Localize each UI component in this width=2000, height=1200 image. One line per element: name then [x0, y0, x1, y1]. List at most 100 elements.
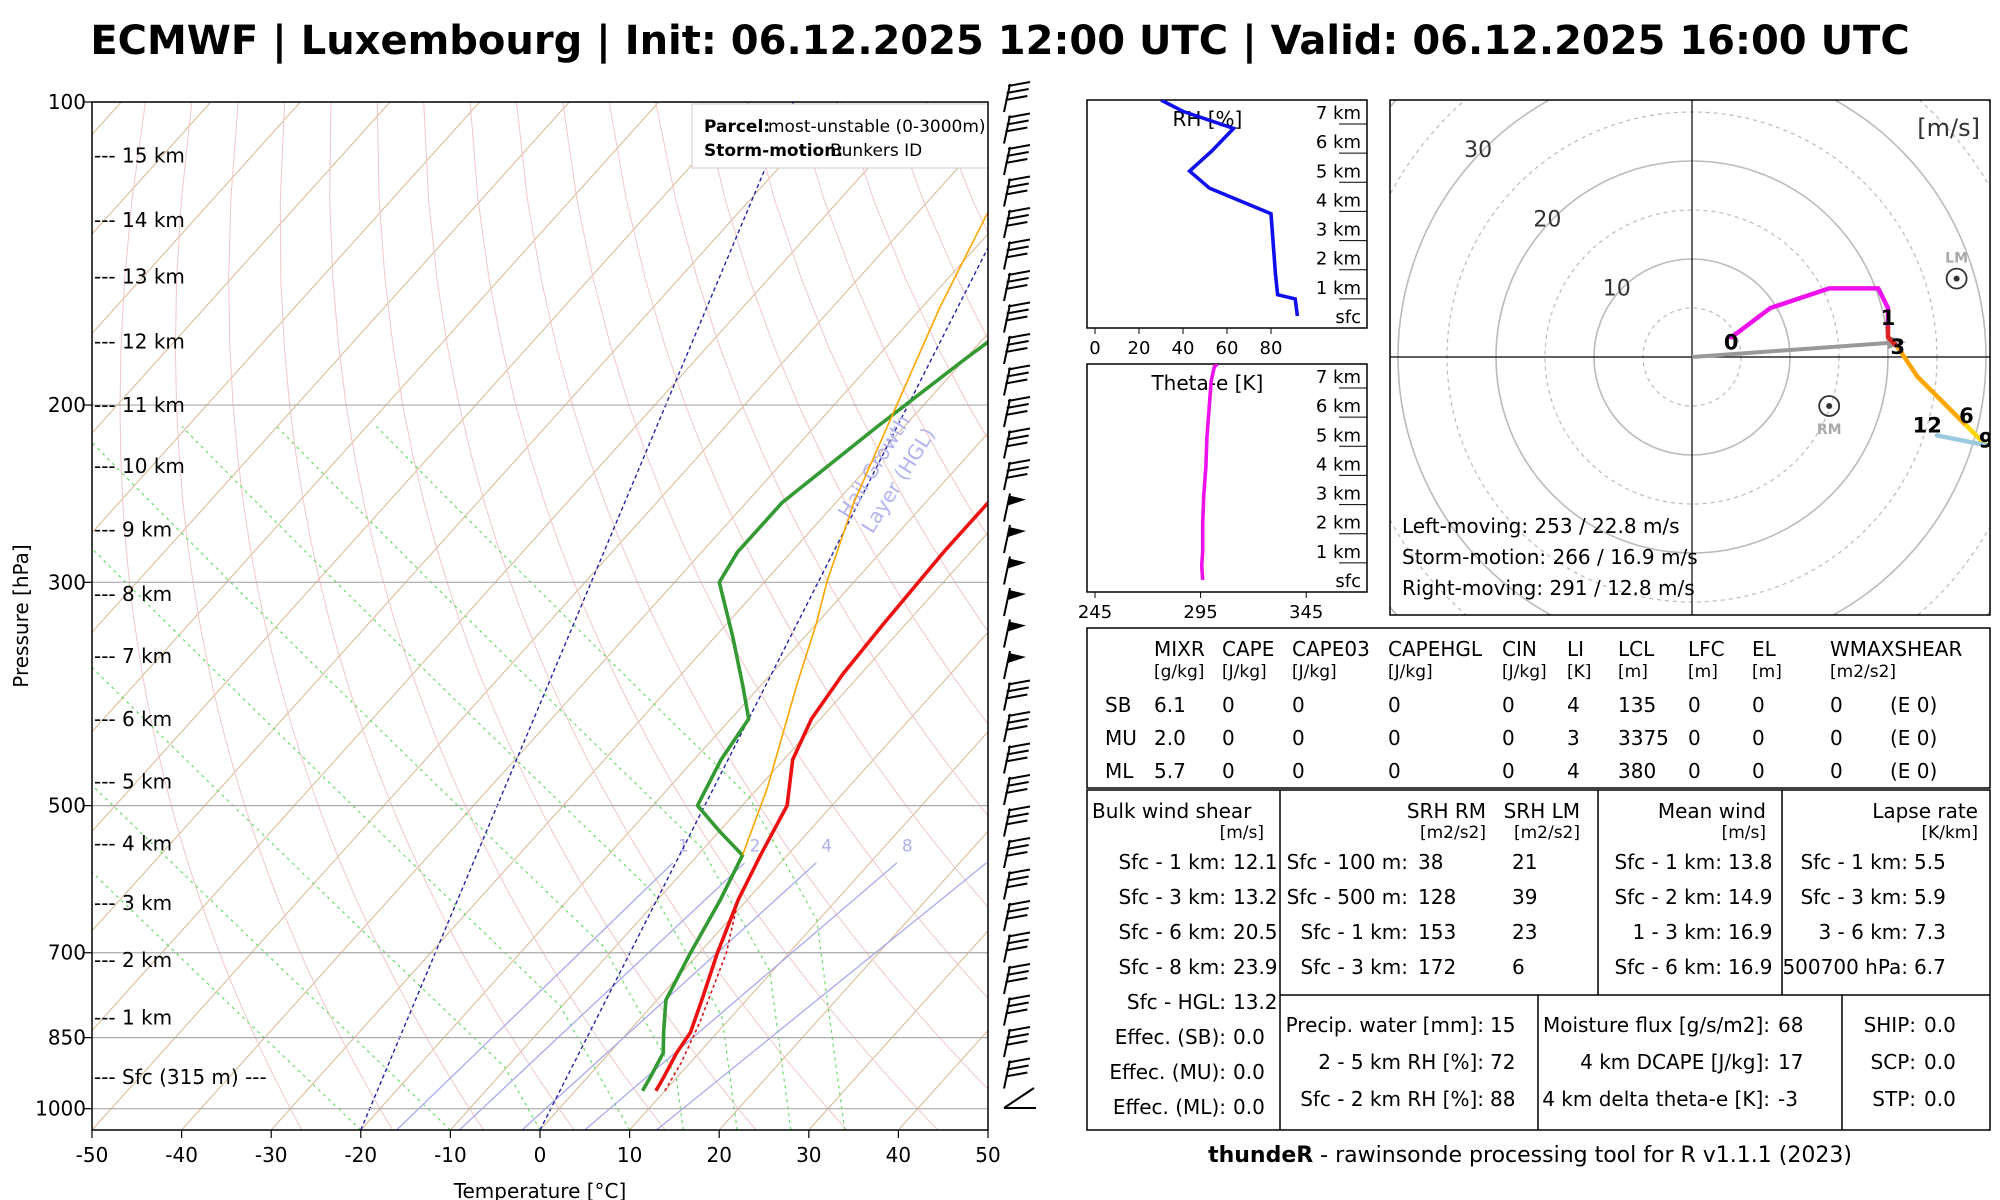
mean-wind-unit: [m/s] — [1722, 823, 1766, 843]
parcel-table-unit: [J/kg] — [1388, 662, 1433, 682]
parcel-table-cell: 0 — [1388, 726, 1401, 750]
height-label: --- 1 km — [94, 1006, 172, 1030]
barb-feather — [1005, 914, 1028, 920]
barb-feather — [1007, 238, 1031, 245]
bulk-shear-value: 13.2 — [1233, 885, 1278, 909]
rh-profile-line — [1160, 100, 1300, 317]
barb-feather — [1006, 340, 1029, 346]
mixing-ratio-label: 4 — [821, 836, 832, 856]
barb-staff — [1003, 461, 1011, 491]
isotherm-line — [92, 102, 301, 335]
barb-flag — [1008, 590, 1026, 600]
dry-adiabat-line — [423, 102, 848, 1130]
bulk-shear-label: Effec. (ML): — [1113, 1095, 1226, 1119]
barb-feather — [1005, 882, 1028, 889]
height-label: --- 2 km — [94, 948, 172, 972]
dry-adiabat-line — [228, 102, 484, 1130]
lapse-rate-label: Sfc - 1 km: — [1800, 850, 1908, 874]
lapse-rate-label: 3 - 6 km: — [1818, 920, 1908, 944]
footer-text: - rawinsonde processing tool for R v1.1.… — [1313, 1143, 1852, 1168]
dry-adiabat-line — [329, 102, 666, 1130]
hodograph-segment-0-1-km — [1728, 286, 1891, 340]
legend-parcel-label: Parcel: — [704, 117, 770, 137]
barb-feather — [1006, 403, 1029, 409]
barb-staff — [1003, 304, 1011, 333]
wind-barb — [1003, 805, 1031, 837]
height-label: --- Sfc (315 m) --- — [94, 1065, 267, 1089]
mean-wind-value: 16.9 — [1728, 955, 1773, 979]
x-tick-label: 50 — [975, 1143, 1000, 1167]
bulk-shear-value: 12.1 — [1233, 850, 1278, 874]
parcel-table-header: MIXR — [1154, 637, 1205, 661]
lapse-rate-label: Sfc - 3 km: — [1800, 885, 1908, 909]
height-label: --- 13 km — [94, 264, 185, 288]
y-tick-label: 850 — [48, 1026, 86, 1050]
parcel-table-header: CAPEHGL — [1388, 637, 1483, 661]
barb-staff — [1003, 367, 1011, 396]
mean-wind-value: 13.8 — [1728, 850, 1773, 874]
barb-feather — [1006, 686, 1029, 693]
parcel-table-cell: 0 — [1830, 693, 1843, 717]
parcel-table-cell: (E 0) — [1890, 693, 1937, 717]
rh-x-tick-label: 0 — [1089, 338, 1100, 359]
y-axis-label: Pressure [hPa] — [9, 544, 33, 687]
moisture-label: 2 - 5 km RH [%]: — [1318, 1050, 1484, 1074]
bulk-shear-value: 20.5 — [1233, 920, 1278, 944]
composite-label: SHIP: — [1864, 1013, 1916, 1037]
height-label: --- 5 km — [94, 769, 172, 793]
wind-barb — [1003, 1026, 1031, 1058]
parcel-legend: Parcel:most-unstable (0-3000m) Storm-moti… — [691, 103, 989, 169]
mixing-ratio-line — [396, 862, 674, 1130]
barb-feather — [1005, 158, 1028, 164]
lapse-rate-label: 500700 hPa: — [1782, 955, 1908, 979]
barb-staff — [1003, 335, 1011, 365]
barb-feather — [1007, 175, 1031, 182]
parcel-table-header: WMAXSHEAR — [1830, 637, 1962, 661]
parcel-table-cell: 0 — [1752, 693, 1765, 717]
theta-e-x-tick-label: 345 — [1289, 602, 1323, 623]
wind-barb — [1003, 774, 1031, 806]
composite-label: STP: — [1872, 1087, 1916, 1111]
barb-feather — [1006, 308, 1029, 315]
profile-parcel — [664, 899, 740, 1092]
moist-adiabat-line — [375, 425, 846, 1130]
bulk-shear-value: 0.0 — [1233, 1060, 1265, 1084]
bulk-shear-label: Sfc - 8 km: — [1118, 955, 1226, 979]
hodograph-height-label: 6 — [1959, 404, 1974, 428]
barb-feather — [1005, 977, 1028, 983]
parcel-table-cell: 5.7 — [1154, 759, 1186, 783]
barb-staff — [1003, 115, 1011, 144]
parcel-table-unit: [m2/s2] — [1830, 662, 1896, 682]
barb-feather — [1007, 805, 1031, 812]
barb-staff — [1003, 209, 1011, 239]
parcel-table-cell: 3375 — [1618, 726, 1669, 750]
barb-feather — [1007, 837, 1031, 843]
barb-flag — [1008, 527, 1026, 537]
storm-motion-rm-ring — [1818, 395, 1841, 417]
parcel-table-cell: 135 — [1618, 693, 1656, 717]
srh-rm-value: 38 — [1418, 850, 1443, 874]
parcel-table-cell: 2.0 — [1154, 726, 1186, 750]
isotherm-line — [92, 102, 480, 534]
wind-barb — [1003, 1087, 1036, 1109]
parcel-table-header: CAPE — [1222, 637, 1274, 661]
parcel-table-cell: 0 — [1292, 693, 1305, 717]
moist-adiabat-line — [92, 784, 451, 1130]
rh-frame — [1086, 99, 1368, 329]
barb-staff — [1003, 83, 1011, 113]
srh-label: Sfc - 100 m: — [1287, 850, 1408, 874]
theta-e-height-label: 6 km — [1316, 396, 1361, 417]
bulk-shear-label: Effec. (MU): — [1109, 1060, 1226, 1084]
x-tick-label: 0 — [534, 1143, 547, 1167]
parcel-table-cell: 3 — [1567, 726, 1580, 750]
x-tick-label: -10 — [434, 1143, 467, 1167]
hodograph-ring-label: 20 — [1533, 207, 1561, 232]
barb-feather — [1007, 396, 1031, 402]
dry-adiabat-line — [747, 102, 988, 632]
parcel-table-unit: [m] — [1752, 662, 1782, 682]
storm-motion-lm-dot — [1953, 275, 1960, 282]
mixing-ratio-line — [458, 862, 745, 1130]
x-tick-label: -40 — [165, 1143, 198, 1167]
barb-feather — [1006, 119, 1029, 126]
